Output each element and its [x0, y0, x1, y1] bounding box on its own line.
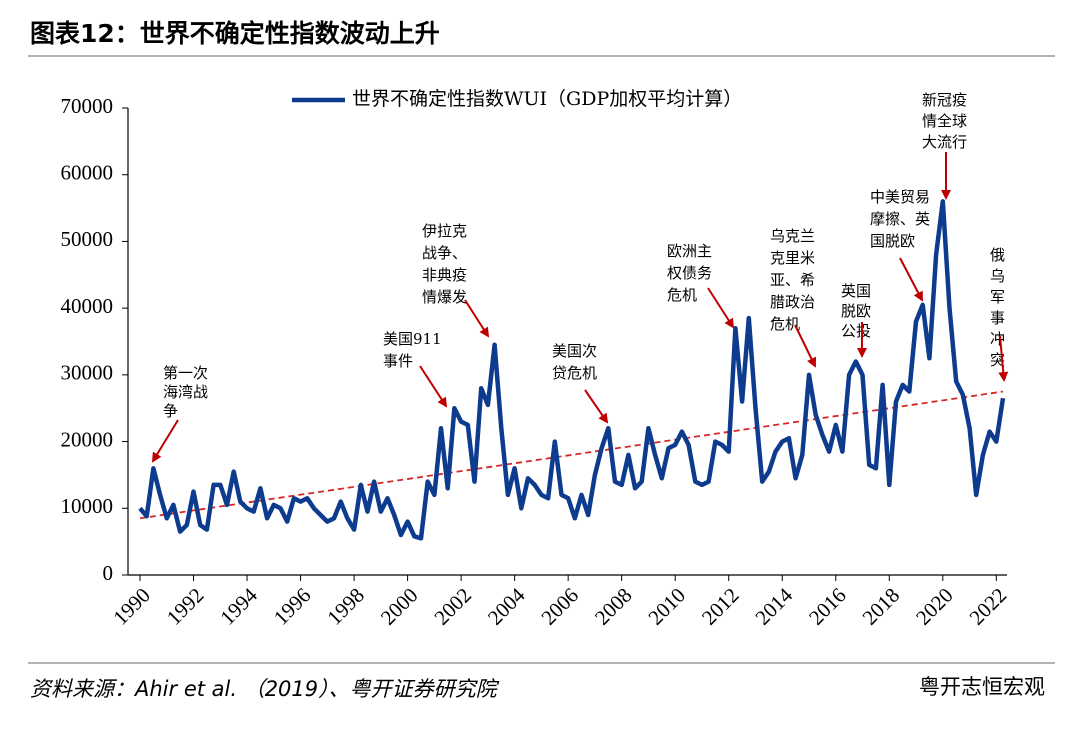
y-tick-label: 30000	[61, 361, 114, 385]
x-tick-label: 2006	[536, 583, 583, 630]
annotation: 事件	[383, 352, 413, 370]
annotation: 新冠疫	[922, 91, 967, 109]
annotation: 亚、希	[770, 271, 815, 289]
x-tick-label: 1996	[269, 583, 316, 630]
x-tick-label: 1998	[322, 583, 369, 630]
annotation: 危机	[770, 315, 800, 333]
x-tick-label: 2000	[376, 583, 423, 630]
y-tick-label: 0	[103, 561, 114, 585]
annotation: 情全球	[922, 112, 967, 130]
annotation: 危机	[667, 286, 697, 304]
annotation: 中美贸易	[870, 188, 930, 206]
annotation: 非典疫	[422, 266, 467, 284]
x-tick-label: 1990	[108, 583, 155, 630]
annotation-arrow	[794, 324, 816, 368]
annotation: 争	[163, 402, 178, 420]
series-line	[138, 199, 1006, 541]
annotation-arrow	[419, 365, 448, 408]
annotation-arrow	[899, 257, 923, 302]
annotation-arrow	[707, 287, 735, 329]
x-tick-label: 2010	[643, 583, 690, 630]
x-tick-label: 2020	[911, 583, 958, 630]
y-tick-label: 60000	[61, 161, 114, 185]
annotation: 战争、	[422, 244, 467, 262]
legend-label: 世界不确定性指数WUI（GDP加权平均计算）	[352, 88, 742, 110]
annotation-arrow	[464, 299, 490, 338]
x-tick-label: 2014	[751, 583, 798, 630]
annotation: 摩擦、英	[870, 210, 930, 228]
annotation: 海湾战	[163, 383, 208, 401]
x-tick-label: 2012	[697, 583, 744, 630]
y-tick-label: 50000	[61, 227, 114, 251]
annotation: 公投	[841, 322, 871, 340]
watermark: 粤开志恒宏观	[919, 675, 1045, 699]
annotation: 权债务	[667, 264, 712, 282]
y-tick-label: 20000	[61, 427, 114, 451]
annotation: 英国	[841, 282, 871, 300]
annotation: 大流行	[922, 133, 967, 151]
x-tick-label: 2002	[429, 583, 476, 630]
annotation: 第一次	[163, 364, 208, 382]
x-tick-label: 2018	[858, 583, 905, 630]
x-tick-label: 1992	[162, 583, 209, 630]
annotation: 国脱欧	[870, 232, 915, 250]
x-tick-label: 2004	[483, 583, 530, 630]
trendline	[139, 390, 1004, 520]
x-tick-label: 2022	[965, 583, 1012, 630]
source: 资料来源：Ahir et al. （2019）、粤开证券研究院	[30, 677, 500, 701]
annotation: 乌	[990, 267, 1005, 285]
annotation: 军	[990, 288, 1005, 306]
y-tick-label: 10000	[61, 494, 114, 518]
y-tick-label: 40000	[61, 294, 114, 318]
annotation: 脱欧	[841, 302, 871, 320]
annotation: 乌克兰	[770, 227, 815, 245]
annotation: 欧洲主	[667, 242, 712, 260]
y-tick-label: 70000	[61, 94, 114, 118]
annotation: 腊政治	[770, 293, 815, 311]
annotation: 伊拉克	[422, 222, 467, 240]
annotation-arrow	[584, 389, 609, 424]
annotation: 事	[990, 309, 1005, 327]
annotation: 克里米	[770, 249, 815, 267]
annotation-arrow	[151, 419, 179, 463]
annotation: 情爆发	[422, 288, 467, 306]
title: 图表12：世界不确定性指数波动上升	[30, 19, 440, 48]
annotation-arrow	[998, 335, 1009, 382]
annotation: 贷危机	[552, 364, 597, 382]
annotation: 美国次	[552, 342, 597, 360]
annotation: 美国911	[383, 330, 442, 348]
annotation: 冲	[990, 330, 1005, 348]
x-tick-label: 2016	[804, 583, 851, 630]
annotation: 俄	[990, 246, 1005, 264]
x-tick-label: 1994	[215, 583, 262, 630]
x-tick-label: 2008	[590, 583, 637, 630]
